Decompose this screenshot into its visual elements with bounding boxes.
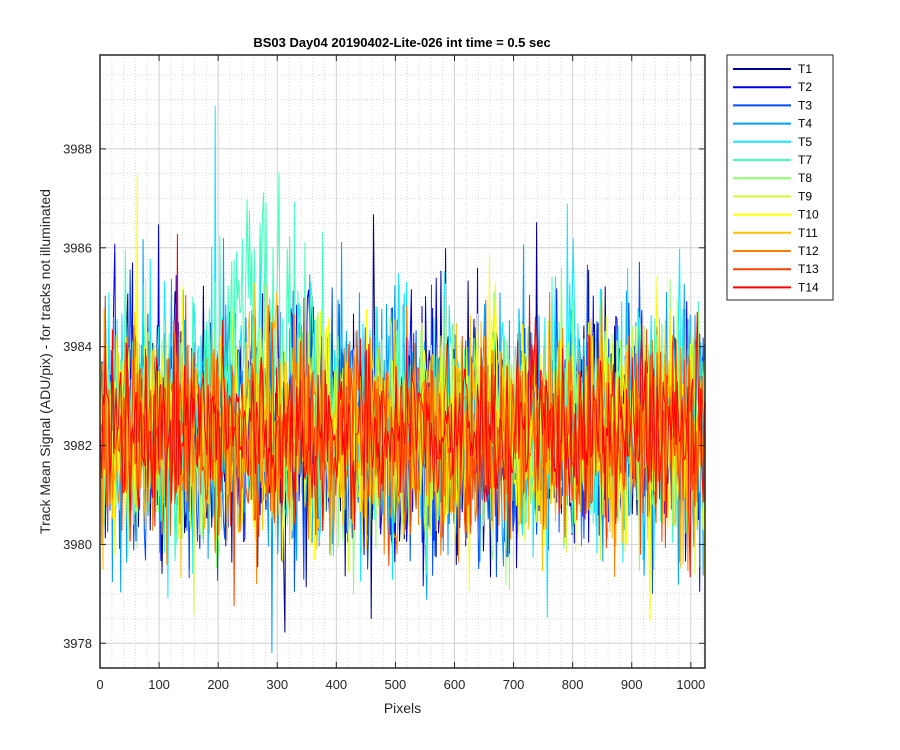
legend-label-t3: T3 [798, 98, 812, 112]
x-tick-label: 900 [621, 677, 643, 692]
legend-label-t14: T14 [798, 280, 819, 294]
y-tick-label: 3982 [63, 438, 92, 453]
y-tick-label: 3978 [63, 636, 92, 651]
legend-label-t2: T2 [798, 80, 812, 94]
legend: T1 T2 T3 T4 T5 T7 T8 T9 T10 T11 T12 T13 T14 [726, 54, 834, 301]
legend-label-t8: T8 [798, 171, 812, 185]
legend-label-t9: T9 [798, 189, 812, 203]
x-tick-label: 200 [207, 677, 229, 692]
y-tick-label: 3986 [63, 240, 92, 255]
series-layer [100, 105, 705, 654]
x-tick-label: 1000 [676, 677, 705, 692]
x-tick-label: 800 [562, 677, 584, 692]
y-axis-label: Track Mean Signal (ADU/pix) - for tracks… [37, 189, 53, 534]
x-tick-label: 400 [325, 677, 347, 692]
x-tick-label: 700 [503, 677, 525, 692]
x-tick-label: 100 [148, 677, 170, 692]
y-tick-label: 3984 [63, 339, 92, 354]
plot-frame [99, 54, 706, 669]
x-axis-label: Pixels [384, 700, 421, 716]
legend-label-t12: T12 [798, 244, 819, 258]
legend-label-t10: T10 [798, 208, 819, 222]
x-tick-label: 0 [96, 677, 103, 692]
legend-label-t4: T4 [798, 117, 812, 131]
legend-label-t1: T1 [798, 62, 812, 76]
legend-label-t5: T5 [798, 135, 812, 149]
legend-label-t7: T7 [798, 153, 812, 167]
x-tick-label: 500 [385, 677, 407, 692]
legend-label-t11: T11 [798, 226, 818, 240]
y-tick-label: 3988 [63, 141, 92, 156]
x-tick-label: 300 [266, 677, 288, 692]
legend-label-t13: T13 [798, 262, 819, 276]
series-line-t14 [100, 233, 705, 578]
ticks: 0 100 200 300 400 500 600 700 800 900 1000 3978 3980… [63, 55, 705, 692]
chart-title: BS03 Day04 20190402-Lite-026 int time = … [253, 35, 550, 50]
x-tick-label: 600 [444, 677, 466, 692]
y-tick-label: 3980 [63, 537, 92, 552]
